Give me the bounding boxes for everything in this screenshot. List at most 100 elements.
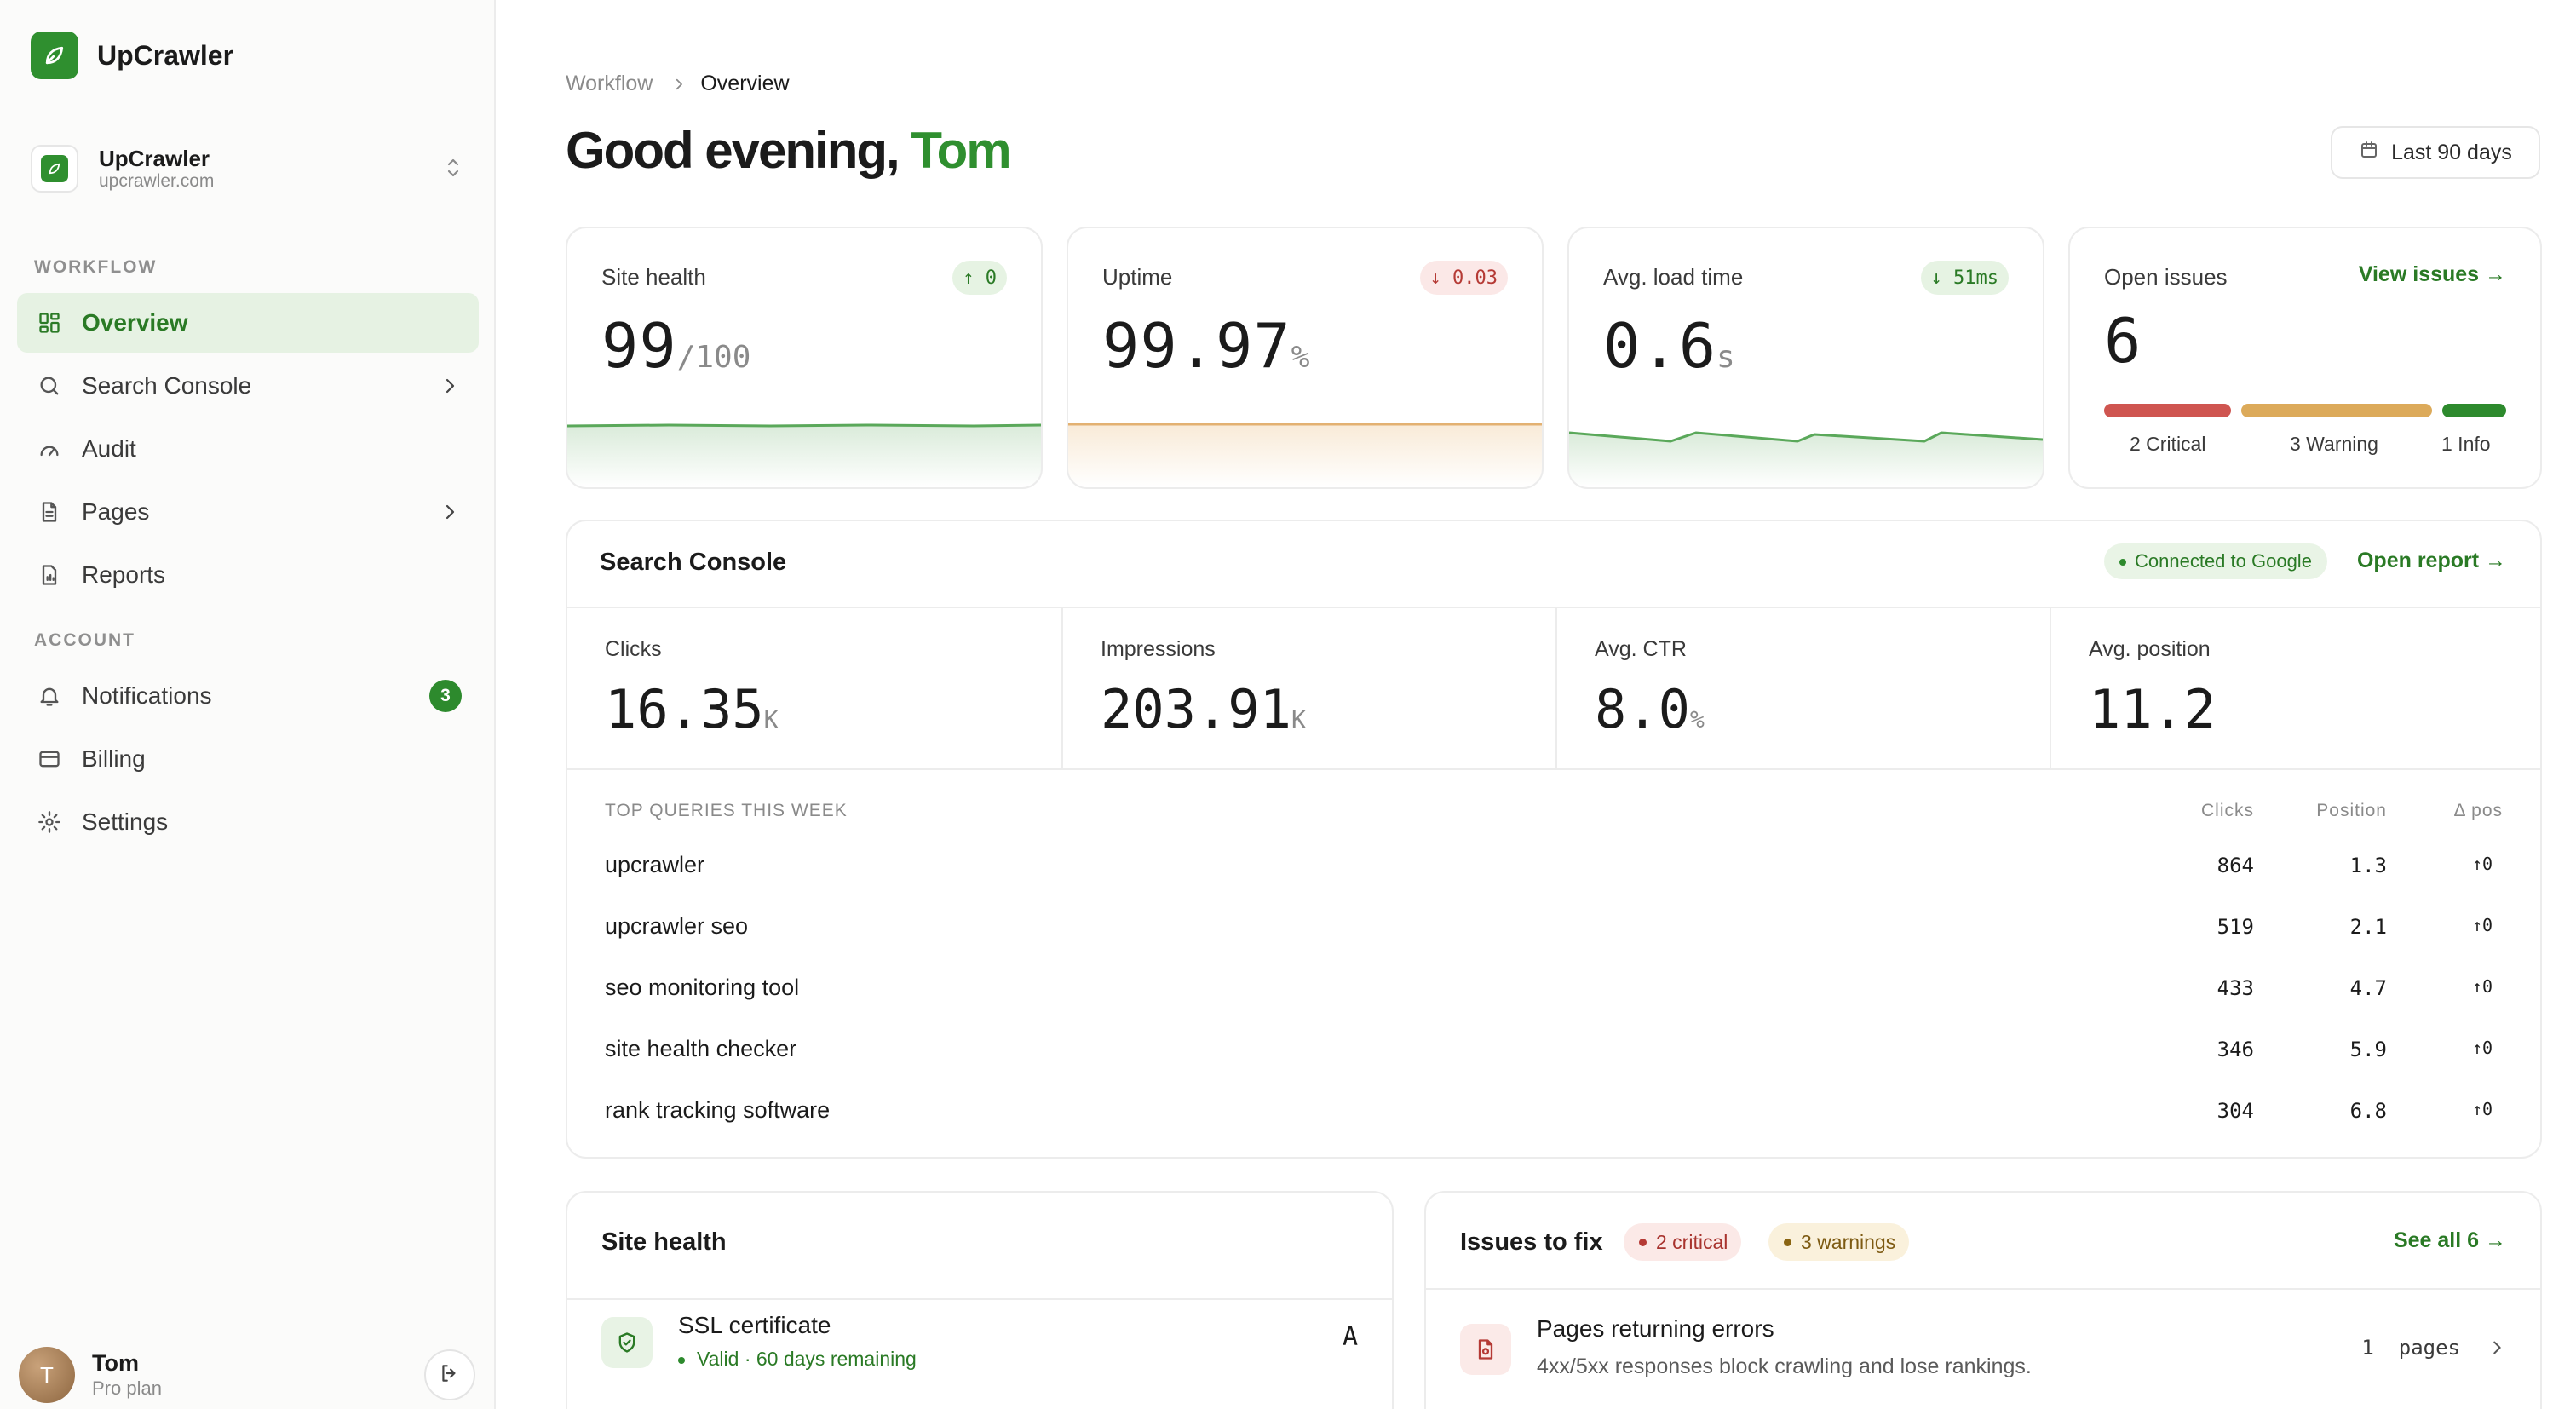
card-icon xyxy=(36,745,63,773)
open-report-link[interactable]: Open report → xyxy=(2356,549,2506,572)
query-delta: ↑0 xyxy=(2471,854,2493,874)
calendar-icon xyxy=(2359,140,2391,166)
metric-title: Impressions xyxy=(1101,637,1216,661)
site-health-sparkline xyxy=(567,423,1041,487)
critical-count-label: 2 Critical xyxy=(2130,433,2206,455)
critical-bar xyxy=(2104,404,2232,417)
sidebar-item-label: Search Console xyxy=(82,372,252,399)
breadcrumb: Workflow Overview xyxy=(566,72,790,96)
issue-page-count: 1 pages xyxy=(2361,1336,2460,1360)
query-text: upcrawler seo xyxy=(605,913,749,939)
grid-icon xyxy=(36,309,63,336)
query-row[interactable]: upcrawler seo 519 2.1 ↑0 xyxy=(567,898,2540,959)
shield-icon xyxy=(601,1317,653,1368)
issue-row[interactable]: Pages returning errors 4xx/5xx responses… xyxy=(1426,1288,2540,1407)
kpi-delta-badge: ↓ 0.03 xyxy=(1419,261,1508,295)
query-delta: ↑0 xyxy=(2471,1038,2493,1058)
sidebar-item-label: Billing xyxy=(82,745,146,772)
sidebar-item-label: Settings xyxy=(82,808,169,835)
chevron-right-icon xyxy=(2487,1337,2506,1362)
query-position: 4.7 xyxy=(2349,976,2387,1000)
logout-button[interactable] xyxy=(424,1349,475,1400)
kpi-card-uptime: Uptime ↓ 0.03 99.97% xyxy=(1067,227,1544,489)
brand[interactable]: UpCrawler xyxy=(31,31,233,80)
warning-count-badge: 3 warnings xyxy=(1768,1223,1910,1261)
view-issues-link[interactable]: View issues → xyxy=(2358,262,2506,286)
section-label-account: ACCOUNT xyxy=(34,630,135,650)
query-delta: ↑0 xyxy=(2471,915,2493,935)
leaf-logo-icon xyxy=(31,32,78,79)
date-range-button[interactable]: Last 90 days xyxy=(2331,126,2540,179)
sidebar-item-overview[interactable]: Overview xyxy=(17,293,479,353)
sidebar-item-notifications[interactable]: Notifications 3 xyxy=(17,666,479,726)
metric-ctr: Avg. CTR 8.0% xyxy=(1557,607,2050,768)
sidebar: UpCrawler UpCrawler upcrawler.com WORKFL… xyxy=(0,0,496,1409)
info-bar xyxy=(2442,404,2506,417)
site-health-panel: Site health SSL certificate Valid · 60 d… xyxy=(566,1191,1394,1409)
sidebar-item-label: Audit xyxy=(82,435,136,462)
critical-count-badge: 2 critical xyxy=(1624,1223,1742,1261)
metric-title: Clicks xyxy=(605,637,662,661)
see-all-issues-link[interactable]: See all 6 → xyxy=(2393,1228,2506,1252)
column-header-delta: Δ pos xyxy=(2453,801,2503,820)
workspace-logo-icon xyxy=(31,145,78,193)
query-row[interactable]: seo monitoring tool 433 4.7 ↑0 xyxy=(567,959,2540,1021)
query-position: 6.8 xyxy=(2349,1099,2387,1123)
breadcrumb-overview: Overview xyxy=(700,72,790,95)
report-icon xyxy=(36,561,63,589)
warning-count-label: 3 Warning xyxy=(2290,433,2378,455)
metric-impressions: Impressions 203.91K xyxy=(1063,607,1557,768)
issue-severity-bars xyxy=(2104,404,2506,417)
user-menu[interactable]: T Tom Pro plan xyxy=(19,1344,479,1406)
connected-status-badge: Connected to Google xyxy=(2104,543,2327,579)
kpi-card-load-time: Avg. load time ↓ 51ms 0.6s xyxy=(1567,227,2044,489)
queries-heading: TOP QUERIES THIS WEEK xyxy=(605,801,848,820)
query-text: seo monitoring tool xyxy=(605,975,800,1000)
date-range-label: Last 90 days xyxy=(2391,140,2512,164)
greeting-prefix: Good evening, xyxy=(566,122,900,179)
logout-icon xyxy=(439,1362,461,1389)
issue-description: 4xx/5xx responses block crawling and los… xyxy=(1537,1354,2032,1378)
chevron-up-down-icon xyxy=(443,155,463,185)
chevron-right-icon xyxy=(440,501,460,529)
query-row[interactable]: upcrawler 864 1.3 ↑0 xyxy=(567,837,2540,898)
kpi-card-site-health: Site health ↑ 0 99/100 xyxy=(566,227,1043,489)
sidebar-item-label: Notifications xyxy=(82,682,212,709)
file-error-icon xyxy=(1460,1324,1511,1375)
info-count-label: 1 Info xyxy=(2441,433,2491,455)
workspace-switcher[interactable]: UpCrawler upcrawler.com xyxy=(31,136,474,201)
uptime-sparkline xyxy=(1068,423,1542,487)
query-text: upcrawler xyxy=(605,852,705,877)
metric-position: Avg. position 11.2 xyxy=(2051,607,2540,768)
sidebar-item-pages[interactable]: Pages xyxy=(17,482,479,542)
kpi-delta-badge: ↑ 0 xyxy=(952,261,1007,295)
sidebar-item-billing[interactable]: Billing xyxy=(17,729,479,789)
gauge-icon xyxy=(36,435,63,463)
query-delta: ↑0 xyxy=(2471,976,2493,997)
sidebar-item-search-console[interactable]: Search Console xyxy=(17,356,479,416)
sidebar-item-audit[interactable]: Audit xyxy=(17,419,479,479)
kpi-value: 0.6s xyxy=(1603,310,1735,382)
search-icon xyxy=(36,372,63,400)
check-grade: A xyxy=(1342,1322,1358,1352)
metric-value: 11.2 xyxy=(2089,678,2217,740)
metric-value: 8.0% xyxy=(1595,678,1705,740)
query-position: 5.9 xyxy=(2349,1038,2387,1061)
kpi-title: Site health xyxy=(601,264,706,290)
kpi-title: Avg. load time xyxy=(1603,264,1744,290)
brand-name: UpCrawler xyxy=(97,39,234,71)
search-console-panel: Search Console Connected to Google Open … xyxy=(566,520,2542,1159)
sidebar-item-label: Overview xyxy=(82,309,188,336)
chevron-right-icon xyxy=(671,76,687,93)
sidebar-item-settings[interactable]: Settings xyxy=(17,792,479,852)
metric-title: Avg. CTR xyxy=(1595,637,1687,661)
query-row[interactable]: rank tracking software 304 6.8 ↑0 xyxy=(567,1082,2540,1143)
query-text: site health checker xyxy=(605,1036,797,1061)
query-delta: ↑0 xyxy=(2471,1099,2493,1119)
metric-title: Avg. position xyxy=(2089,637,2211,661)
breadcrumb-workflow[interactable]: Workflow xyxy=(566,72,653,95)
site-health-row-ssl[interactable]: SSL certificate Valid · 60 days remainin… xyxy=(567,1298,1392,1407)
kpi-title: Uptime xyxy=(1102,264,1173,290)
query-row[interactable]: site health checker 346 5.9 ↑0 xyxy=(567,1021,2540,1082)
sidebar-item-reports[interactable]: Reports xyxy=(17,545,479,605)
